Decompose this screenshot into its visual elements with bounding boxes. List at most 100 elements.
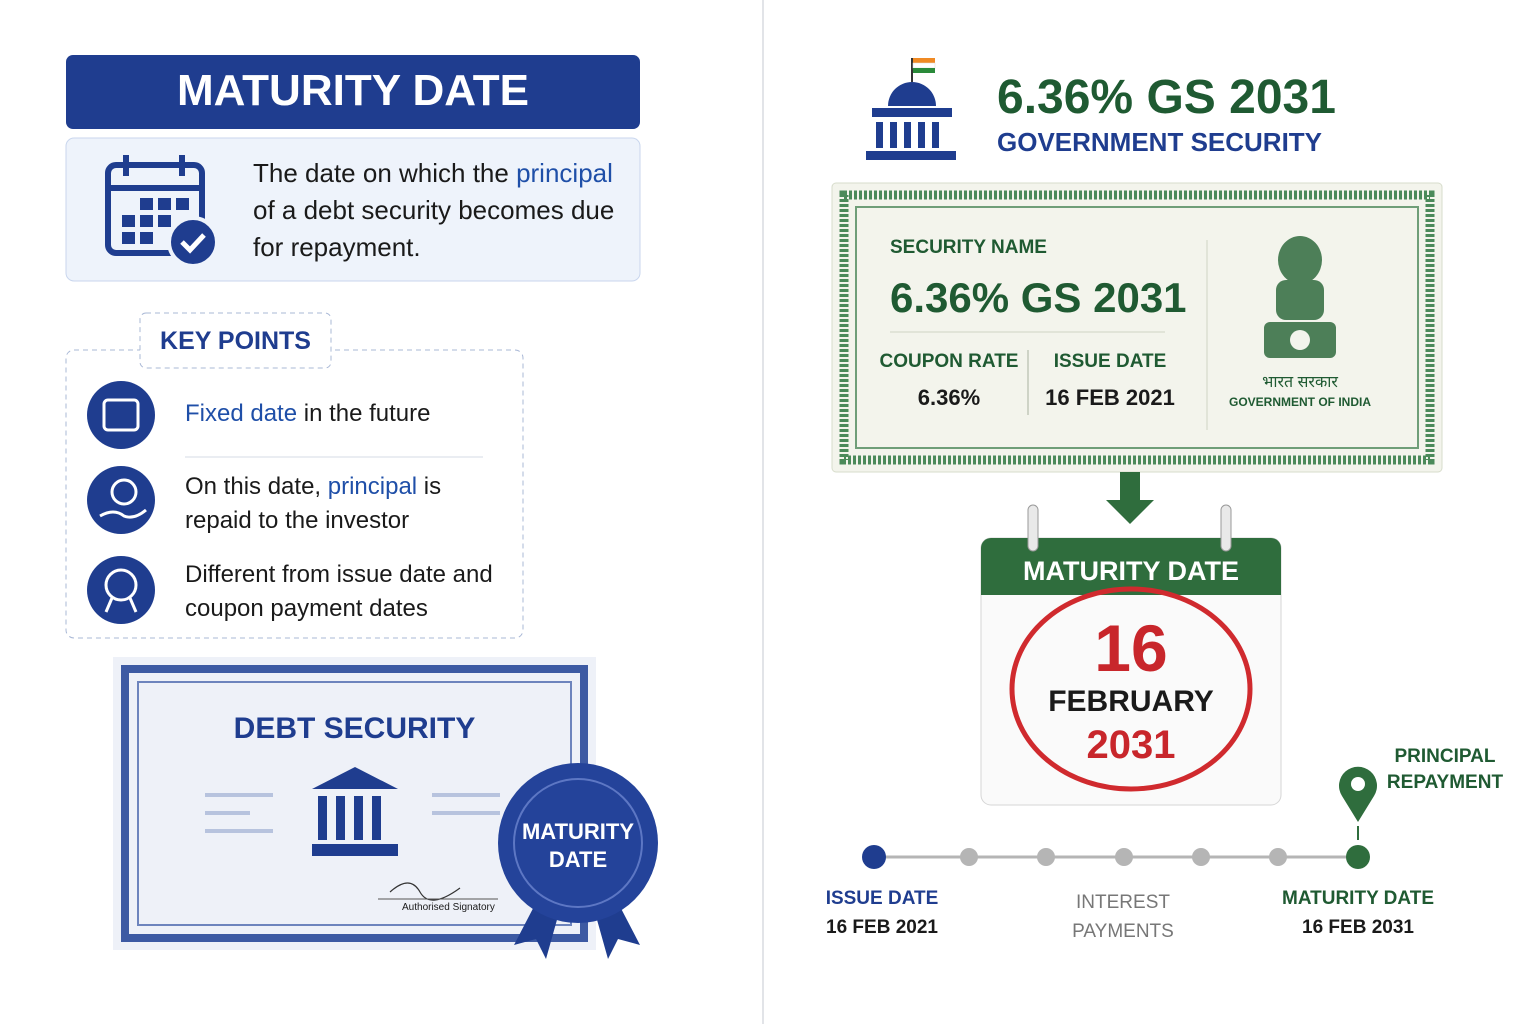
marker-label: PRINCIPAL REPAYMENT (1382, 744, 1508, 796)
check-badge (167, 216, 219, 268)
timeline-label: MATURITY DATE (1282, 888, 1434, 909)
timeline-point (1269, 848, 1287, 866)
seal-ring (513, 778, 643, 908)
timeline-label: ISSUE DATE (825, 888, 939, 909)
icon-part (102, 398, 140, 432)
icon-part (158, 198, 171, 210)
text-lines (205, 793, 500, 833)
emblem-english: GOVERNMENT OF INDIA (1228, 395, 1371, 409)
title-bar (66, 55, 640, 129)
icon-part (354, 796, 363, 840)
seal (498, 763, 658, 923)
icon-part (140, 232, 153, 244)
key-points-tab (139, 312, 332, 369)
timeline-point (1346, 845, 1370, 869)
pin-hole (1351, 777, 1365, 791)
icon-part (312, 844, 398, 856)
icon-part (932, 122, 939, 148)
highlight: principal (327, 473, 418, 500)
icon-part (372, 796, 381, 840)
issue-date: 16 FEB 2021 (1045, 385, 1175, 410)
icon-part (890, 122, 897, 148)
calendar-header-text: MATURITY DATE (1023, 556, 1239, 586)
icon-part (140, 215, 153, 227)
timeline-point (1037, 848, 1055, 866)
calendar-year: 2031 (1086, 723, 1176, 767)
timeline-point (960, 848, 978, 866)
definition: The date on which the principal of a deb… (253, 155, 623, 266)
marker-line: PRINCIPAL (1394, 746, 1496, 767)
icon-part (1290, 330, 1310, 350)
timeline-point (1115, 848, 1133, 866)
text: On this date, (185, 473, 328, 500)
title: MATURITY DATE (177, 66, 529, 115)
timeline-date: 16 FEB 2021 (826, 917, 938, 938)
icon-part (104, 568, 138, 602)
highlight: principal (516, 158, 613, 188)
calendar-grid (122, 198, 219, 268)
certificate-title: DEBT SECURITY (233, 712, 476, 745)
key-point: On this date, principal is repaid to the… (185, 470, 485, 538)
calendar-ring (1027, 504, 1039, 552)
highlight: Fixed date (185, 400, 298, 427)
icon-part (99, 508, 147, 519)
icon-part (912, 62, 936, 69)
signature-label: Authorised Signatory (402, 902, 495, 913)
point-icon (87, 556, 155, 624)
icon-part (104, 597, 138, 613)
seal-text: MATURITY DATE (508, 818, 648, 874)
icon-part (913, 58, 935, 63)
coupon-rate: 6.36% (917, 385, 981, 410)
bond-border (855, 206, 1419, 449)
capitol-icon (866, 58, 956, 160)
icon-part (876, 122, 883, 148)
icon-part (888, 82, 936, 106)
timeline-label: INTEREST PAYMENTS (1043, 888, 1203, 946)
icon-part (312, 767, 398, 789)
timeline-point (1192, 848, 1210, 866)
text: is repaid to the investor (185, 473, 442, 534)
icon-part (176, 198, 189, 210)
calendar-icon (105, 155, 205, 256)
text: The date on which the (253, 158, 517, 188)
text: Different from issue date and coupon pay… (185, 561, 493, 622)
icon-part (110, 478, 138, 506)
seal-line: MATURITY (521, 819, 635, 844)
key-points-heading: KEY POINTS (160, 327, 311, 355)
seal-line: DATE (548, 847, 608, 872)
security-title: 6.36% GS 2031 (997, 71, 1336, 124)
calendar-header (981, 538, 1281, 595)
arrow (1106, 472, 1154, 524)
national-emblem (1264, 236, 1336, 358)
icon-part (1278, 236, 1322, 284)
icon-part (158, 215, 171, 227)
point-icon (87, 466, 155, 534)
emblem-hindi: भारत सरकार (1262, 374, 1338, 391)
calendar-ring (1220, 504, 1232, 552)
security-subtitle: GOVERNMENT SECURITY (997, 127, 1323, 157)
marker-line: REPAYMENT (1386, 772, 1504, 793)
point-icon (87, 381, 155, 449)
bond-border (839, 190, 1435, 465)
signature (389, 882, 461, 901)
icon-part (140, 198, 153, 210)
icon-part (122, 232, 135, 244)
icon-part (913, 68, 935, 73)
key-point: Fixed date in the future (185, 400, 431, 428)
check-mark (180, 233, 206, 254)
text: of a debt security becomes due for repay… (253, 195, 615, 262)
key-point: Different from issue date and coupon pay… (185, 558, 515, 626)
icon-part (866, 151, 956, 160)
icon-part (904, 122, 911, 148)
icon-part (105, 162, 205, 256)
icon-part (872, 108, 952, 117)
field-label: ISSUE DATE (1053, 351, 1167, 372)
label-line: INTEREST (1076, 892, 1170, 913)
field-label: COUPON RATE (879, 351, 1019, 372)
calendar-day: 16 (1094, 611, 1168, 685)
timeline-point (862, 845, 886, 869)
label-line: PAYMENTS (1072, 921, 1174, 942)
icon-part (122, 215, 135, 227)
